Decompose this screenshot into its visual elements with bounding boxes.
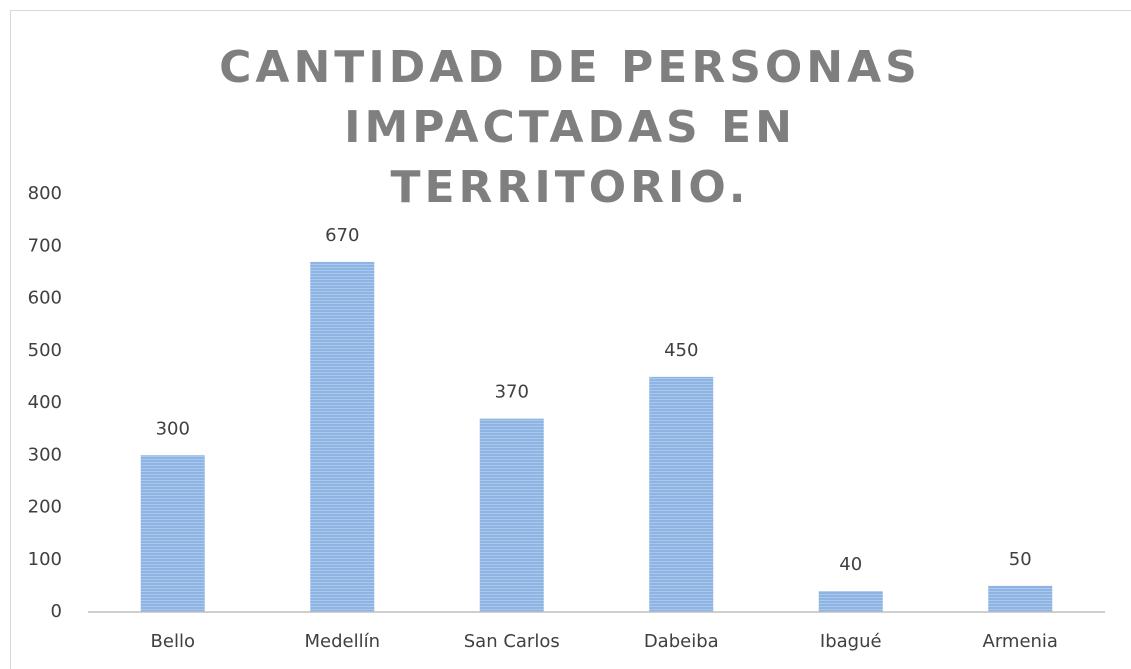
chart-border [10,10,1131,669]
y-tick-label: 500 [28,340,62,361]
y-tick-label: 300 [28,444,62,465]
data-label: 40 [839,554,862,575]
bar [649,376,714,612]
y-tick-label: 700 [28,235,62,256]
x-tick-label: Medellín [304,631,380,652]
data-label: 670 [325,225,359,246]
y-tick-label: 600 [28,288,62,309]
bar [310,261,375,612]
y-tick-label: 100 [28,549,62,570]
y-tick-label: 200 [28,497,62,518]
bar [818,591,883,612]
data-label: 450 [664,340,698,361]
x-tick-label: Ibagué [820,631,882,652]
x-tick-label: Bello [151,631,195,652]
x-tick-label: San Carlos [464,631,560,652]
bar [140,455,205,612]
y-tick-label: 800 [28,183,62,204]
data-label: 50 [1009,549,1032,570]
bar [988,585,1053,612]
chart-title: CANTIDAD DE PERSONAS IMPACTADAS EN TERRI… [219,42,921,213]
data-label: 300 [156,418,190,439]
data-label: 370 [495,382,529,403]
y-tick-label: 400 [28,392,62,413]
x-tick-label: Armenia [983,631,1058,652]
bar [479,418,544,612]
x-tick-label: Dabeiba [644,631,719,652]
y-tick-label: 0 [51,601,62,622]
